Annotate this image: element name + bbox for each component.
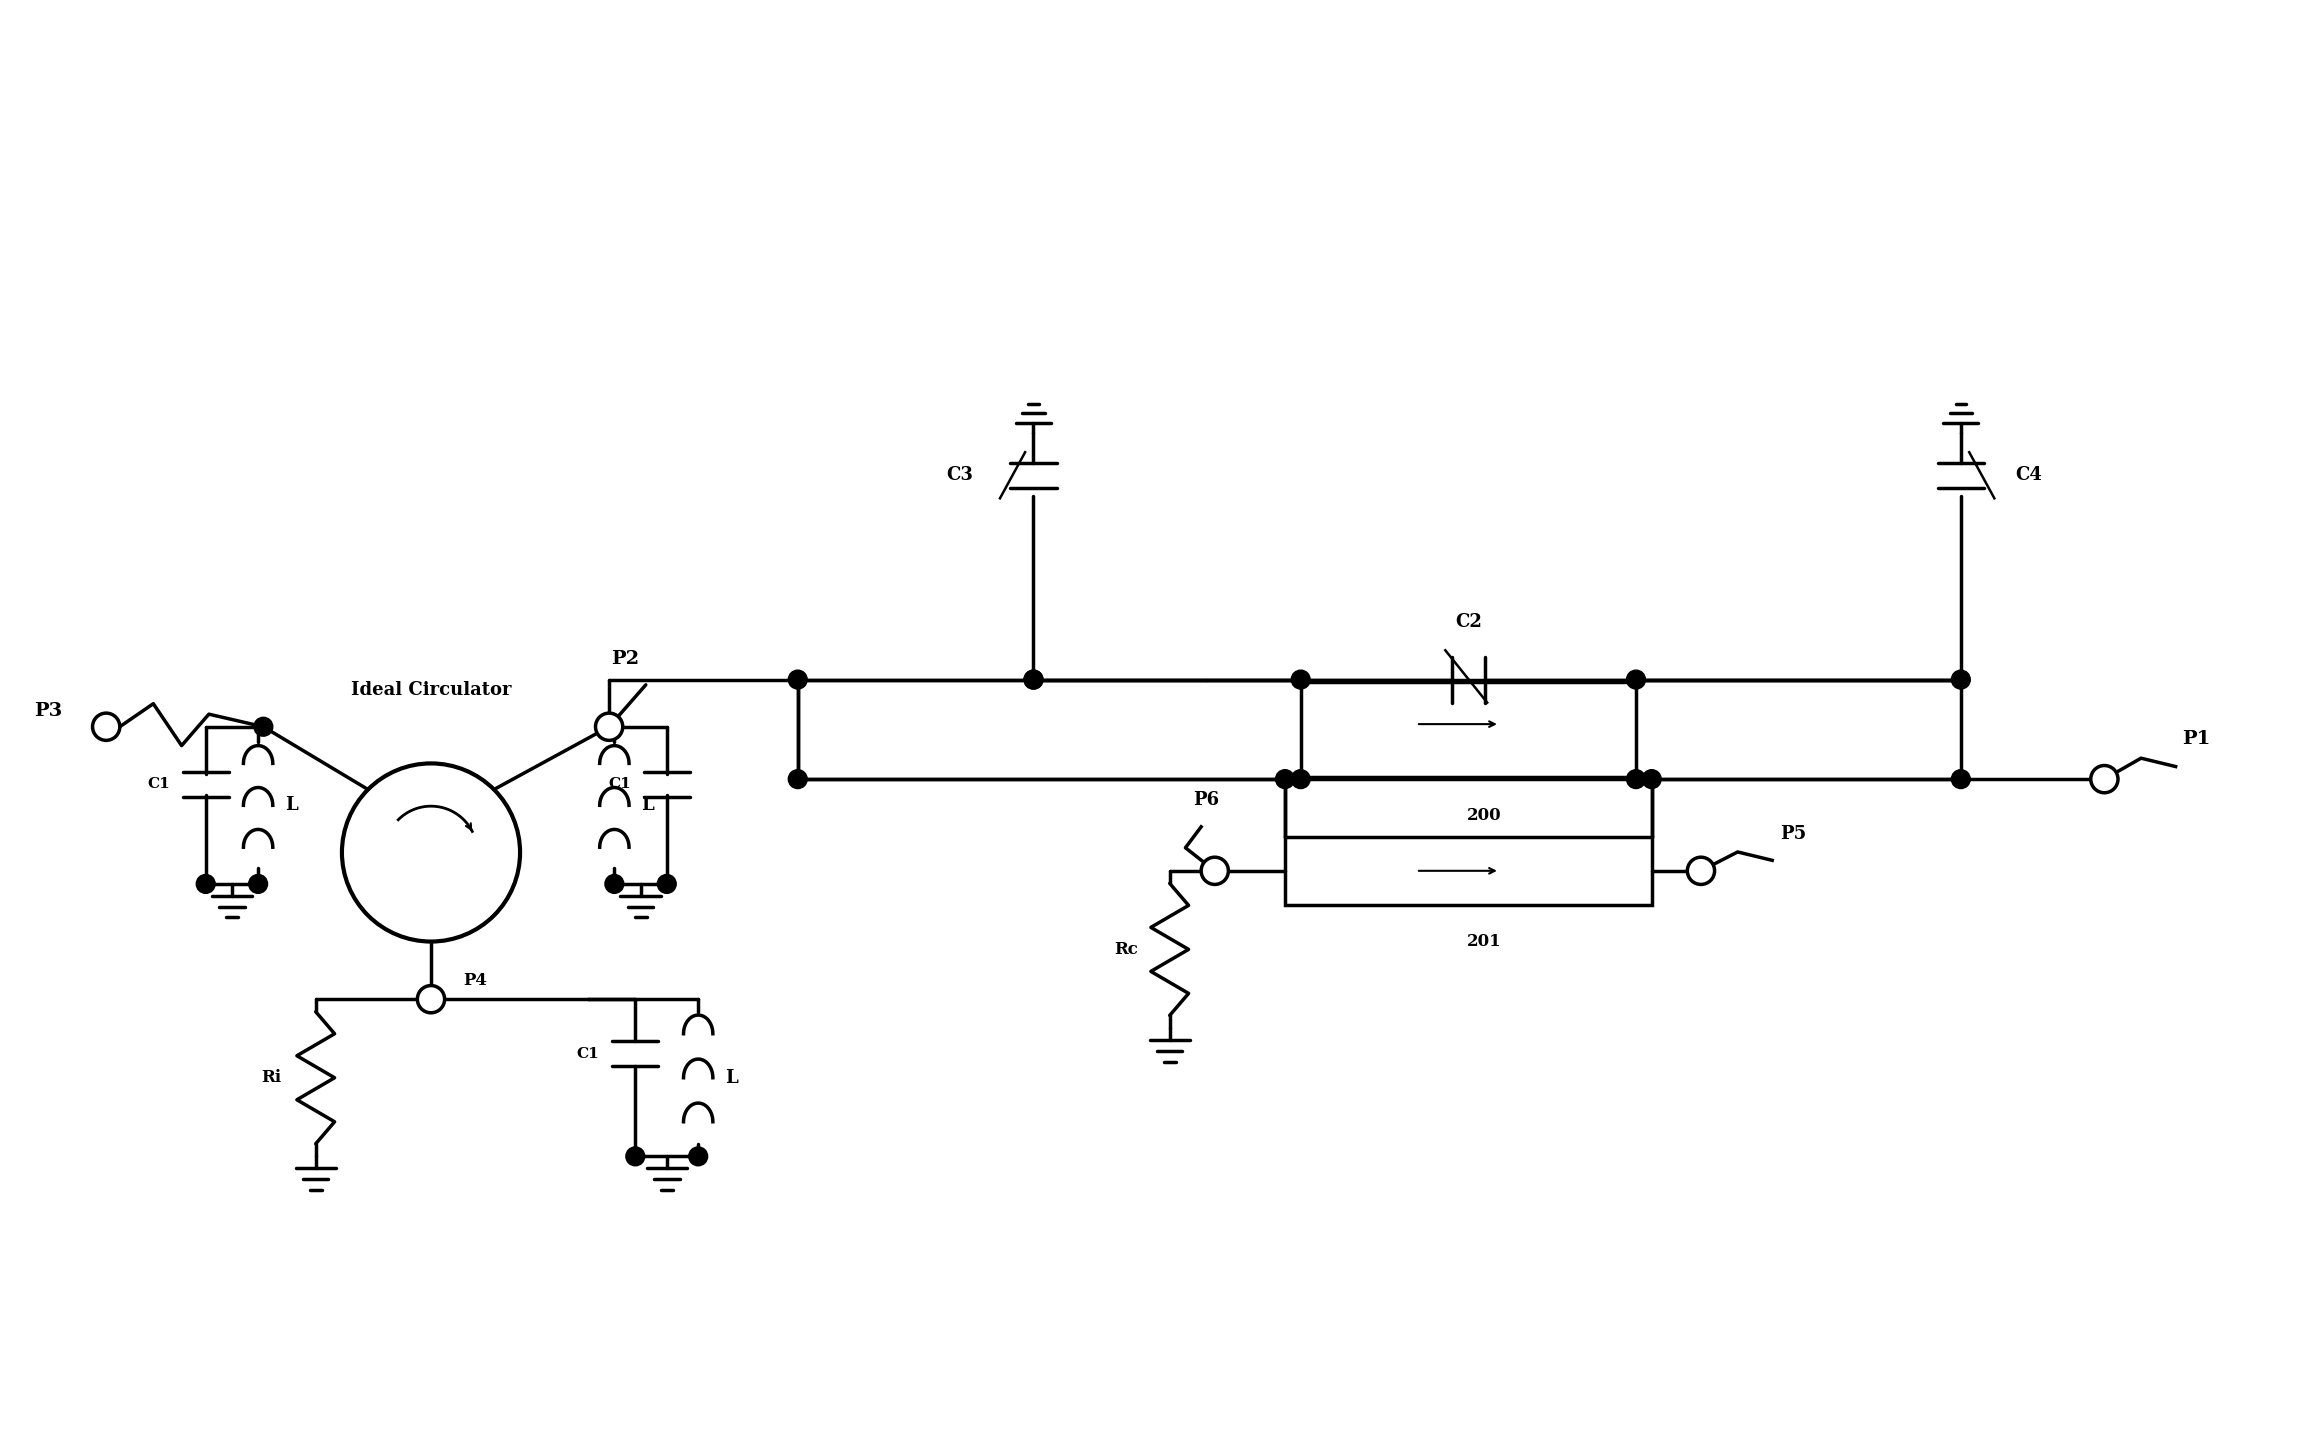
Text: P2: P2: [612, 649, 639, 668]
Text: C1: C1: [577, 1046, 600, 1061]
Circle shape: [92, 713, 120, 740]
Text: L: L: [286, 797, 298, 814]
Circle shape: [625, 1147, 644, 1166]
Circle shape: [254, 717, 272, 736]
Text: C3: C3: [946, 466, 974, 485]
Text: C1: C1: [148, 778, 171, 791]
Circle shape: [418, 986, 445, 1013]
Circle shape: [1643, 769, 1662, 788]
Circle shape: [196, 874, 215, 893]
Text: Ideal Circulator: Ideal Circulator: [351, 681, 512, 698]
Circle shape: [595, 713, 623, 740]
Circle shape: [1025, 670, 1043, 688]
Circle shape: [1950, 769, 1971, 788]
Bar: [1302, 683, 1636, 776]
Text: L: L: [642, 797, 653, 814]
Circle shape: [658, 874, 676, 893]
Circle shape: [1627, 769, 1646, 788]
Bar: [1286, 837, 1653, 905]
Circle shape: [600, 717, 619, 736]
Circle shape: [1687, 857, 1715, 885]
Circle shape: [1276, 769, 1295, 788]
Circle shape: [1627, 670, 1646, 688]
Text: P4: P4: [464, 971, 487, 988]
Circle shape: [249, 874, 268, 893]
Circle shape: [1025, 670, 1043, 688]
Text: 201: 201: [1468, 934, 1503, 949]
Text: P6: P6: [1193, 791, 1219, 808]
Text: Ri: Ri: [261, 1069, 282, 1087]
Text: P3: P3: [35, 703, 62, 720]
Circle shape: [1950, 670, 1971, 688]
Text: C4: C4: [2015, 466, 2043, 485]
Text: P1: P1: [2183, 730, 2211, 749]
Text: C2: C2: [1454, 613, 1482, 631]
Text: C1: C1: [609, 778, 630, 791]
Circle shape: [688, 1147, 709, 1166]
Text: 200: 200: [1468, 807, 1503, 824]
Text: Rc: Rc: [1115, 941, 1138, 958]
Circle shape: [789, 769, 808, 788]
Circle shape: [1200, 857, 1228, 885]
Circle shape: [789, 670, 808, 688]
Text: L: L: [725, 1069, 739, 1087]
Circle shape: [1290, 769, 1311, 788]
Circle shape: [1290, 670, 1311, 688]
Text: P5: P5: [1779, 825, 1807, 843]
Circle shape: [2091, 765, 2119, 792]
Circle shape: [605, 874, 623, 893]
